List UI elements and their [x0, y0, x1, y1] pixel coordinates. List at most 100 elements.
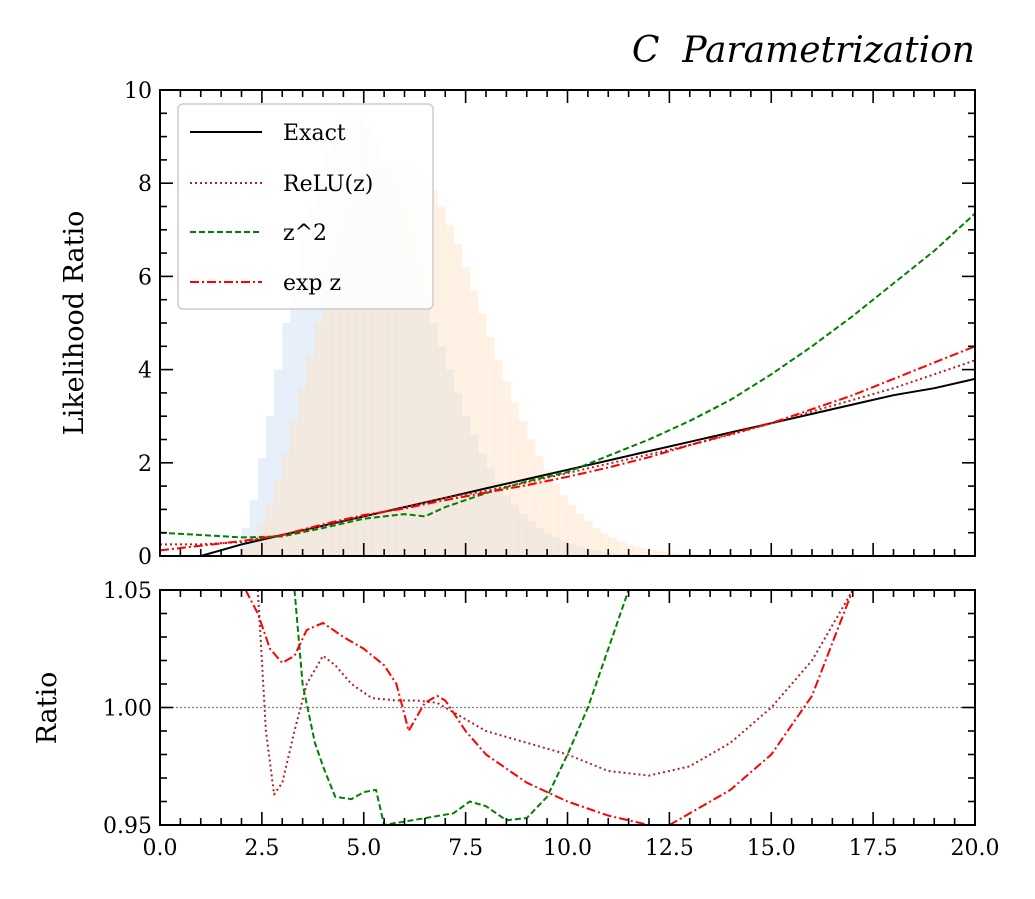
- ratio-series-lines: [244, 590, 854, 825]
- ratio-series-z-2: [293, 590, 630, 825]
- hist-1-bar: [274, 481, 283, 556]
- hist-0-bar: [363, 127, 373, 556]
- hist-1-bar: [591, 528, 601, 556]
- ratio-x-tick-label: 10.0: [543, 836, 592, 861]
- hist-0-bar: [298, 239, 308, 556]
- ratio-x-tick-label: 7.5: [448, 836, 483, 861]
- axis-tick-labels: 0 2 4 6 8 10 0.95 1.00 1.05 0.0 2.5 5.0 7.5 10.0 12.5 1…: [103, 79, 999, 861]
- legend-box: [177, 103, 434, 310]
- legend: Exact ReLU(z) z^2 exp z: [177, 103, 434, 310]
- axis-ticks: [159, 89, 976, 826]
- hist-0-bar: [371, 141, 381, 556]
- hist-1-bar: [502, 381, 511, 556]
- ratio-x-tick-label: 5.0: [346, 836, 381, 861]
- hist-0-bar: [290, 281, 300, 556]
- hist-0-bar: [575, 546, 585, 556]
- legend-label-z-squared: z^2: [283, 221, 327, 246]
- main-y-tick-label: 6: [138, 265, 152, 290]
- hist-0-bar: [461, 416, 471, 556]
- hist-1-bar: [575, 514, 585, 556]
- ratio-y-tick-label: 0.95: [103, 814, 152, 839]
- hist-1-bar: [486, 336, 495, 556]
- hist-0-bar: [494, 481, 503, 556]
- main-y-tick-label: 10: [124, 79, 152, 104]
- hist-1-bar: [632, 546, 642, 556]
- ratio-y-tick-label: 1.05: [103, 579, 152, 604]
- hist-1-bar: [453, 243, 463, 556]
- hist-1-bar: [518, 420, 528, 556]
- hist-1-bar: [249, 537, 259, 556]
- ratio-x-tick-label: 2.5: [244, 836, 279, 861]
- hist-1-bar: [600, 532, 609, 556]
- hist-1-bar: [681, 553, 691, 556]
- hist-1-bar: [388, 159, 397, 556]
- hist-1-bar: [461, 267, 471, 556]
- hist-1-bar: [420, 178, 430, 556]
- ratio-y-tick-label: 1.00: [103, 697, 152, 722]
- hist-1-bar: [363, 178, 373, 556]
- hist-1-bar: [494, 360, 503, 556]
- hist-1-bar: [290, 420, 300, 556]
- main-series-z-2: [160, 212, 975, 539]
- hist-0-bar: [437, 346, 446, 556]
- main-y-axis-label: Likelihood Ratio: [59, 211, 90, 436]
- hist-0-bar: [396, 211, 405, 556]
- hist-1-bar: [543, 469, 552, 556]
- main-y-tick-label: 2: [138, 452, 152, 477]
- hist-0-bar: [559, 541, 568, 556]
- hist-1-bar: [412, 169, 422, 556]
- hist-1-bar: [241, 546, 251, 556]
- hist-1-bar: [534, 455, 544, 556]
- hist-0-bar: [412, 267, 422, 556]
- hist-0-bar: [567, 544, 577, 556]
- hist-0-bar: [331, 131, 340, 556]
- hist-0-bar: [420, 295, 430, 556]
- hist-0-bar: [477, 453, 487, 556]
- hist-1-bar: [396, 159, 405, 556]
- hist-1-bar: [477, 313, 487, 556]
- hist-1-bar: [510, 402, 520, 556]
- hist-0-bar: [249, 500, 259, 556]
- legend-label-exp-z: exp z: [283, 271, 341, 296]
- hist-0-bar: [453, 392, 463, 556]
- hist-1-bar: [282, 453, 291, 556]
- hist-1-bar: [298, 388, 308, 556]
- hist-0-bar: [355, 117, 365, 556]
- hist-1-bar: [583, 521, 593, 556]
- hist-0-bar: [518, 514, 528, 556]
- hist-1-bar: [437, 206, 446, 556]
- hist-0-bar: [510, 504, 520, 556]
- hist-0-bar: [388, 187, 397, 556]
- hist-1-bar: [355, 192, 365, 556]
- hist-0-bar: [274, 369, 283, 556]
- chart-title: C Parametrization: [632, 30, 975, 71]
- ratio-y-axis-label: Ratio: [32, 672, 63, 745]
- hist-1-bar: [445, 225, 454, 556]
- main-y-tick-label: 8: [138, 172, 152, 197]
- hist-1-bar: [347, 211, 357, 556]
- ratio-x-tick-label: 12.5: [645, 836, 694, 861]
- hist-1-bar: [331, 262, 340, 556]
- hist-0-bar: [347, 113, 357, 556]
- hist-0-bar: [257, 458, 267, 556]
- hist-1-bar: [306, 355, 316, 556]
- hist-0-bar: [526, 521, 536, 556]
- main-y-tick-label: 0: [138, 545, 152, 570]
- hist-1-bar: [657, 551, 666, 556]
- hist-0-bar: [534, 528, 544, 556]
- hist-0-bar: [608, 552, 617, 556]
- ratio-x-tick-label: 17.5: [849, 836, 898, 861]
- hist-0-bar: [616, 553, 626, 556]
- hist-1-bar: [673, 553, 683, 556]
- ratio-series-relu-z-: [256, 590, 854, 796]
- hist-0-bar: [543, 532, 552, 556]
- hist-0-bar: [600, 551, 609, 556]
- hist-1-bar: [608, 537, 617, 556]
- hist-1-bar: [469, 290, 479, 556]
- main-series-exp-z: [160, 345, 975, 552]
- ratio-x-tick-label: 0.0: [143, 836, 178, 861]
- hist-1-bar: [640, 548, 650, 556]
- ratio-x-tick-label: 20.0: [951, 836, 1000, 861]
- ratio-x-tick-label: 15.0: [747, 836, 796, 861]
